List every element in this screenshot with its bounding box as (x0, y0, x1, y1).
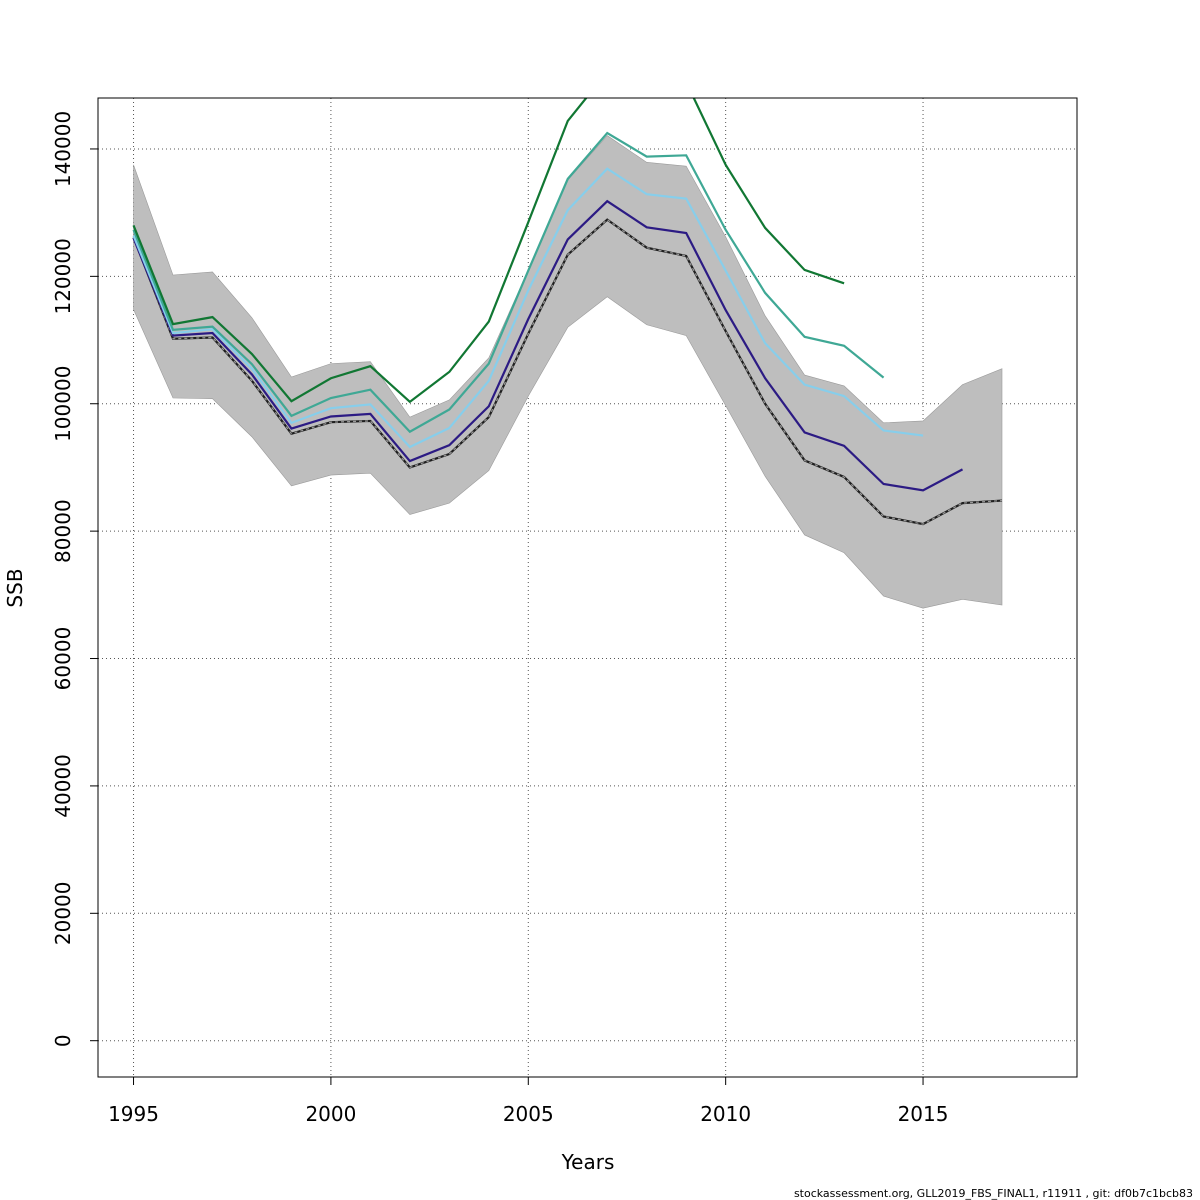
x-axis-title: Years (561, 1150, 615, 1174)
y-tick-label: 20000 (51, 881, 75, 945)
series-lines (132, 98, 1003, 526)
series-line-1 (132, 199, 964, 492)
y-tick-label: 40000 (51, 754, 75, 818)
series-line-0-dash (132, 218, 1003, 525)
x-tick-label: 2015 (898, 1102, 949, 1126)
y-tick-label: 60000 (51, 627, 75, 691)
x-tick-label: 2000 (305, 1102, 356, 1126)
confidence-band (133, 135, 1003, 609)
series-line-3 (132, 131, 885, 434)
y-tick-label: 120000 (51, 238, 75, 314)
confidence-band-area (133, 135, 1003, 609)
y-tick-label: 0 (51, 1034, 75, 1047)
y-tick-label: 80000 (51, 499, 75, 563)
x-tick-label: 2010 (700, 1102, 751, 1126)
x-tick-label: 2005 (503, 1102, 554, 1126)
plot-frame (97, 97, 1078, 1078)
x-tick-label: 1995 (108, 1102, 159, 1126)
y-axis: 0 20000 40000 60000 80000 100000 120000 140000 (51, 111, 98, 1047)
y-axis-title: SSB (3, 568, 27, 607)
y-tick-label: 100000 (51, 366, 75, 442)
series-line-4 (132, 98, 845, 404)
footer-note: stockassessment.org, GLL2019_FBS_FINAL1,… (794, 1187, 1193, 1200)
x-axis: 1995 2000 2005 2010 2015 (108, 1077, 948, 1126)
y-tick-label: 140000 (51, 111, 75, 187)
series-line-2 (132, 167, 924, 449)
